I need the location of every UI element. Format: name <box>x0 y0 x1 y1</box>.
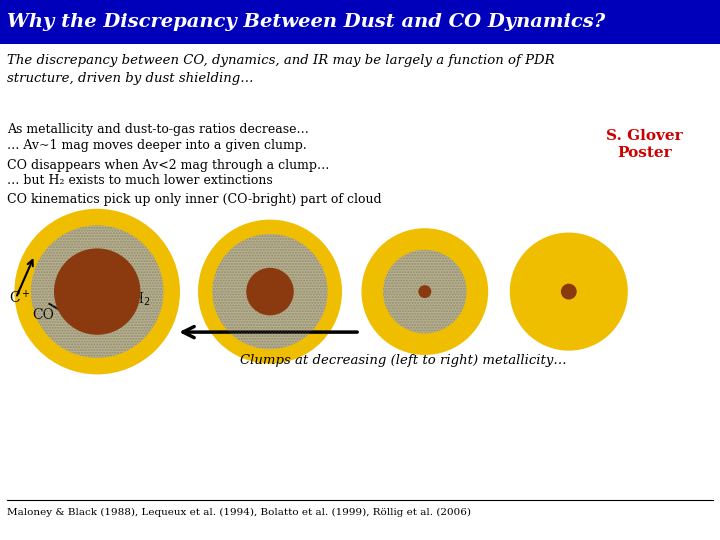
Text: CO: CO <box>32 308 54 322</box>
Text: Why the Discrepancy Between Dust and CO Dynamics?: Why the Discrepancy Between Dust and CO … <box>7 13 606 31</box>
Ellipse shape <box>212 234 328 349</box>
Text: The discrepancy between CO, dynamics, and IR may be largely a function of PDR
st: The discrepancy between CO, dynamics, an… <box>7 54 555 85</box>
Text: Poster: Poster <box>617 146 672 160</box>
Ellipse shape <box>31 225 163 358</box>
Ellipse shape <box>246 268 294 315</box>
Text: C$^+$: C$^+$ <box>9 289 30 307</box>
Text: H$_2$: H$_2$ <box>131 291 150 308</box>
Ellipse shape <box>510 233 628 350</box>
FancyBboxPatch shape <box>0 0 720 44</box>
Ellipse shape <box>14 209 180 374</box>
Text: CO kinematics pick up only inner (CO-bright) part of cloud: CO kinematics pick up only inner (CO-bri… <box>7 193 382 206</box>
Ellipse shape <box>198 220 342 363</box>
Ellipse shape <box>418 285 431 298</box>
Text: CO disappears when Av<2 mag through a clump…: CO disappears when Av<2 mag through a cl… <box>7 159 330 172</box>
Text: Clumps at decreasing (left to right) metallicity…: Clumps at decreasing (left to right) met… <box>240 354 567 367</box>
Ellipse shape <box>54 248 140 335</box>
Text: … but H₂ exists to much lower extinctions: … but H₂ exists to much lower extinction… <box>7 174 273 187</box>
Text: Maloney & Black (1988), Lequeux et al. (1994), Bolatto et al. (1999), Röllig et : Maloney & Black (1988), Lequeux et al. (… <box>7 508 471 517</box>
Ellipse shape <box>561 284 577 300</box>
Ellipse shape <box>383 250 467 333</box>
Ellipse shape <box>361 228 488 355</box>
Text: … Av~1 mag moves deeper into a given clump.: … Av~1 mag moves deeper into a given clu… <box>7 139 307 152</box>
Text: As metallicity and dust-to-gas ratios decrease…: As metallicity and dust-to-gas ratios de… <box>7 123 309 136</box>
Text: S. Glover: S. Glover <box>606 129 683 143</box>
Text: Z: Z <box>264 298 276 316</box>
